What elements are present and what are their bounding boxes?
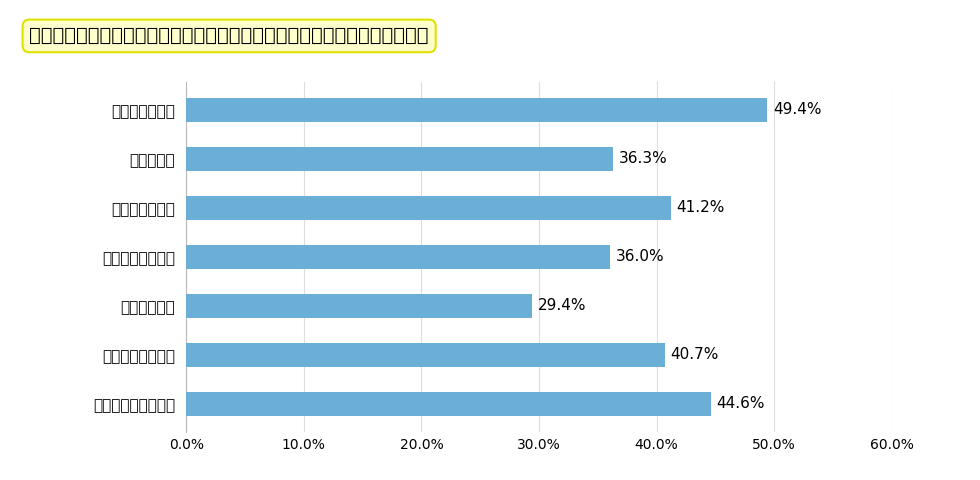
Text: 41.2%: 41.2%	[676, 200, 725, 216]
Bar	[186, 195, 670, 220]
Bar	[186, 244, 610, 269]
Text: 近年発生した地震における家具類の転倒・落下・移動が原因のけが人の割合: 近年発生した地震における家具類の転倒・落下・移動が原因のけが人の割合	[29, 26, 429, 46]
Text: 29.4%: 29.4%	[538, 298, 586, 313]
Text: 36.0%: 36.0%	[615, 249, 664, 264]
Text: 36.3%: 36.3%	[619, 151, 667, 166]
Text: 44.6%: 44.6%	[716, 396, 765, 411]
Text: 49.4%: 49.4%	[773, 102, 821, 117]
Bar	[186, 97, 767, 122]
Bar	[186, 146, 613, 171]
Bar	[186, 294, 532, 318]
Bar	[186, 343, 664, 367]
Bar	[186, 392, 710, 416]
Text: 40.7%: 40.7%	[670, 348, 719, 362]
